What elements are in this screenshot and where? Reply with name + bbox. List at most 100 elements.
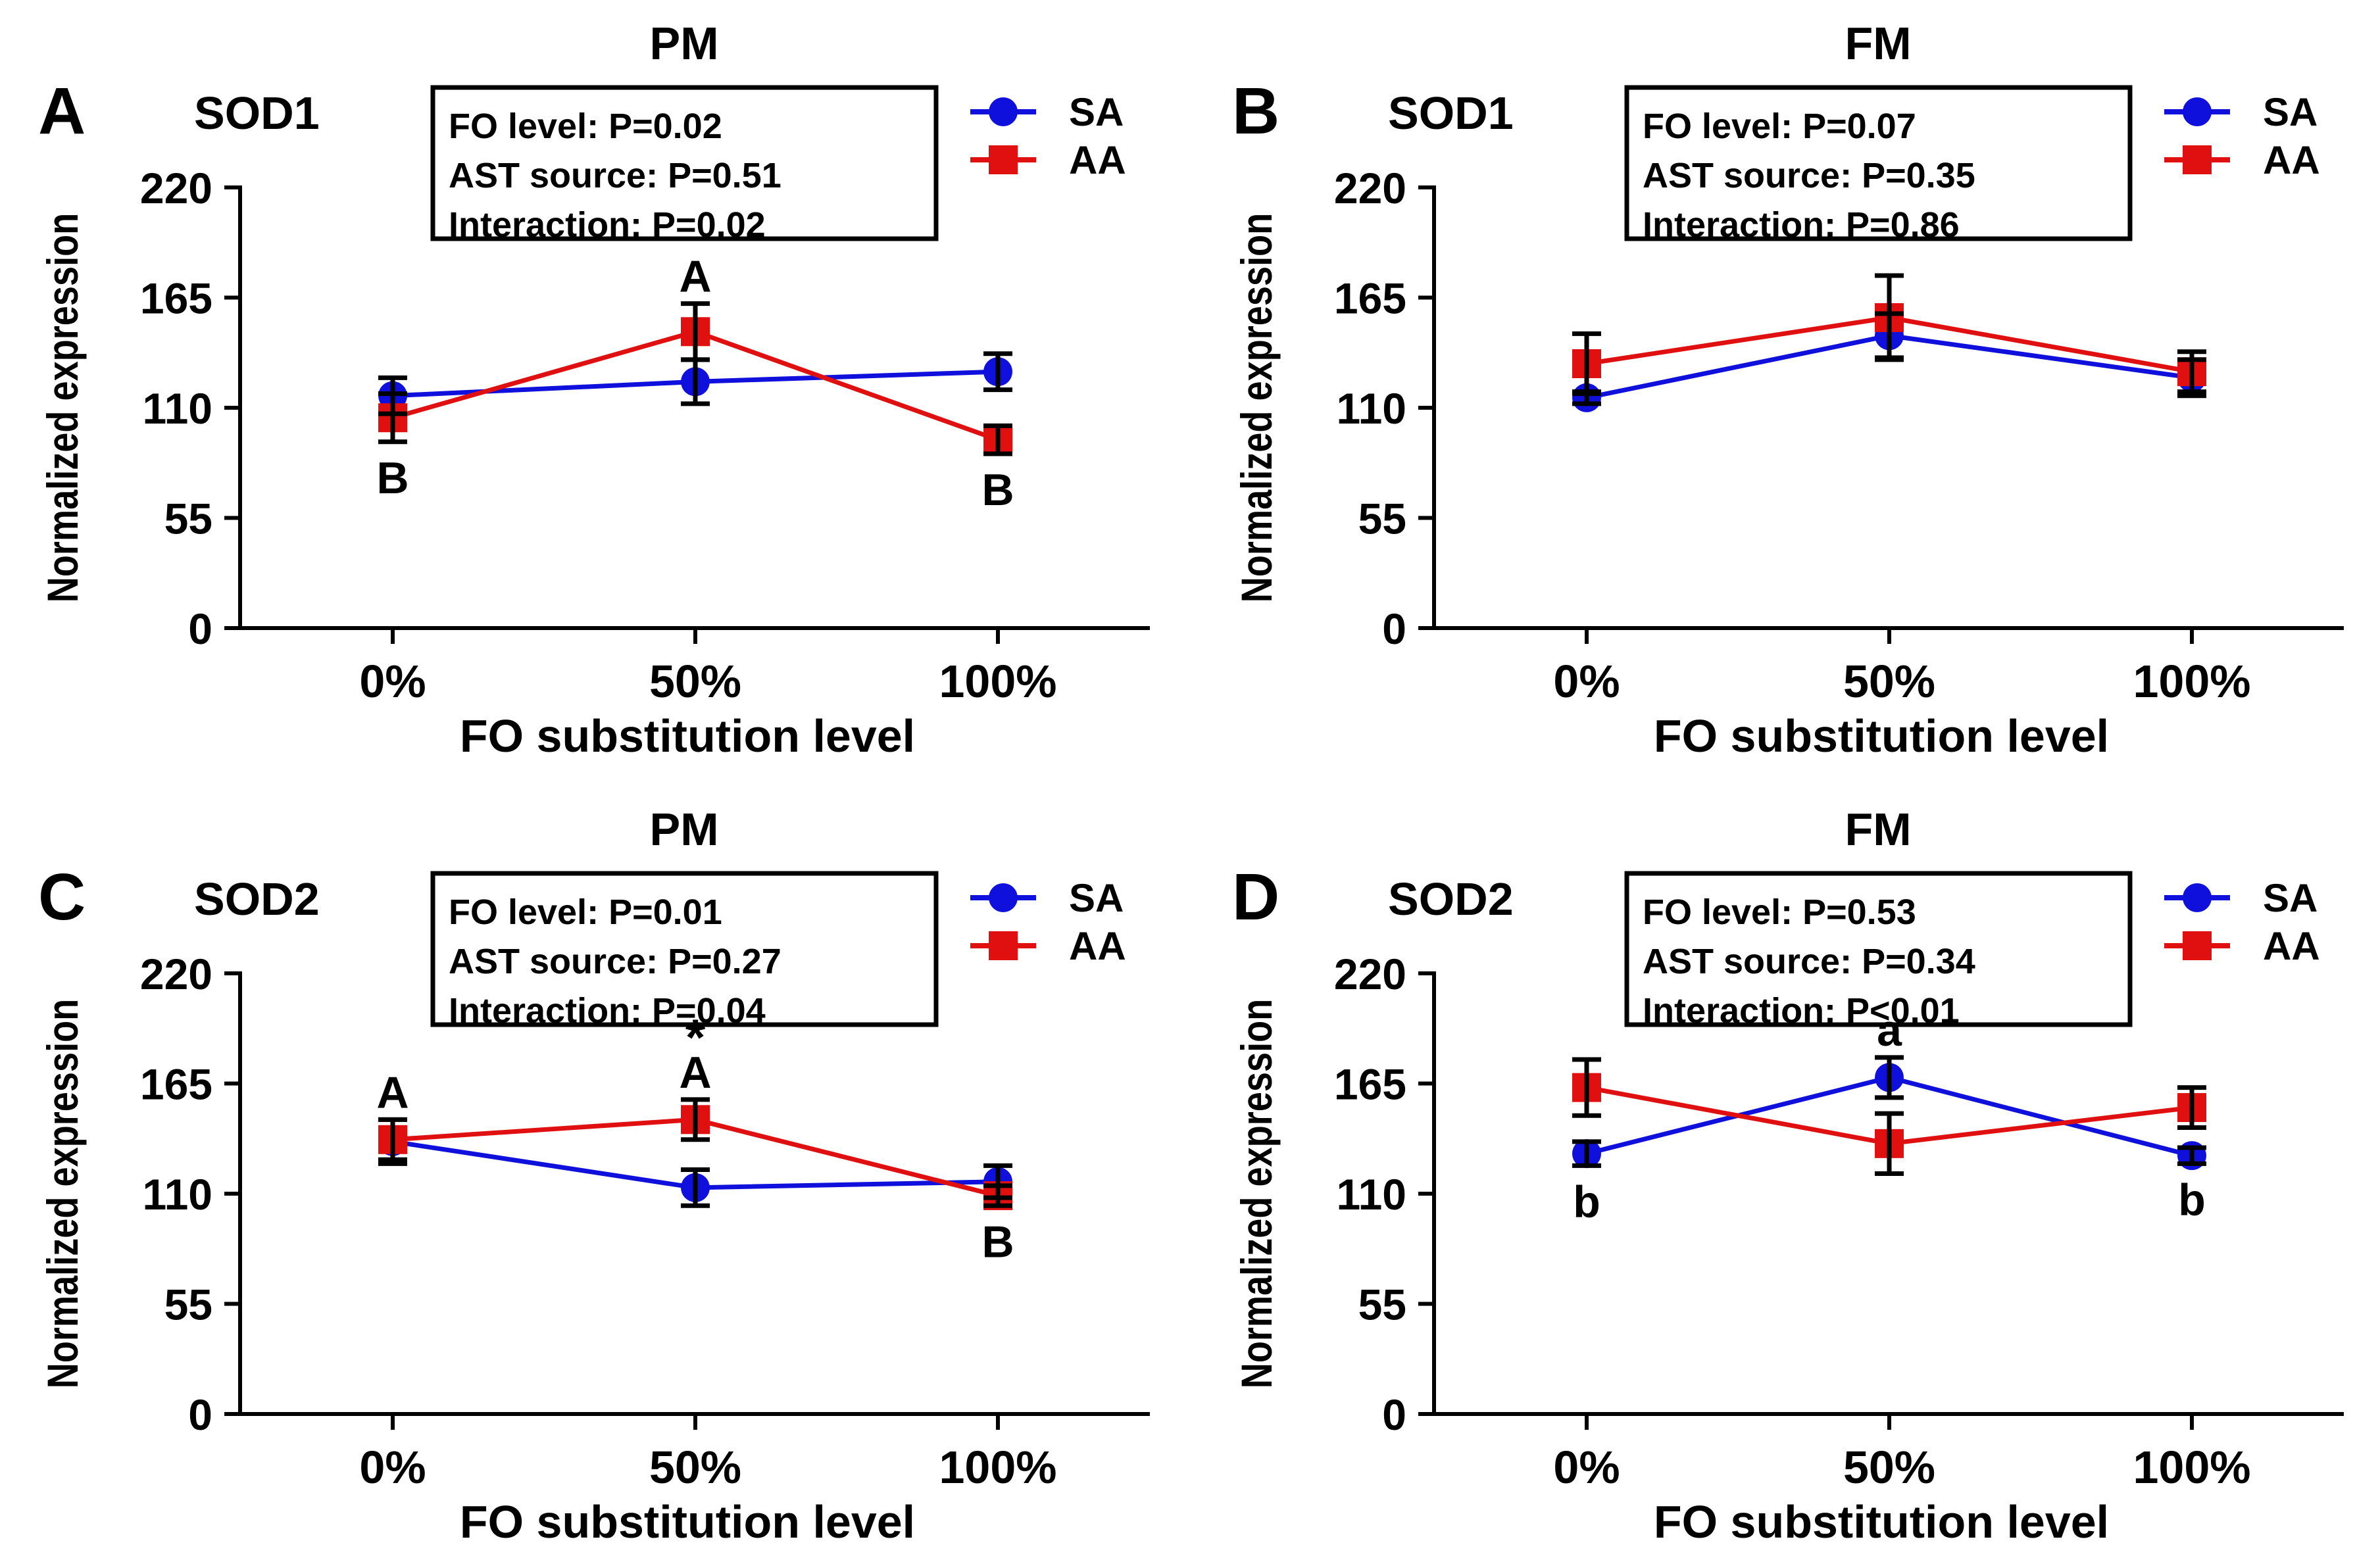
significance-label: B (376, 453, 409, 503)
error-bar-aa (1572, 331, 1601, 397)
legend-label: AA (2263, 924, 2320, 968)
x-tick-label: 0% (359, 656, 426, 707)
stats-line: FO level: P=0.53 (1643, 892, 1916, 932)
panel-letter: B (1232, 74, 1279, 148)
stats-line: AST source: P=0.51 (449, 156, 781, 195)
y-tick-label: 55 (164, 495, 212, 543)
significance-label: B (981, 465, 1014, 515)
error-bar-sa (2177, 1145, 2206, 1166)
x-tick-label: 100% (939, 1442, 1056, 1493)
y-tick-label: 110 (1337, 384, 1406, 433)
stats-box (1624, 85, 2133, 241)
error-bar-aa (378, 391, 407, 445)
legend-marker-sa (989, 97, 1018, 126)
y-tick-label: 0 (1382, 1390, 1406, 1439)
y-axis-label: Normalized expression (38, 999, 87, 1388)
legend-marker-aa (989, 145, 1018, 174)
panel-c: PM C SOD2 Normalized expression 0 55 110 165 220… (38, 804, 1150, 1548)
stats-box (1624, 871, 2133, 1027)
panel-b: FM B SOD1 Normalized expression 0 55 110 165 220… (1232, 18, 2344, 762)
significance-label: b (1573, 1177, 1600, 1227)
x-tick-label: 0% (359, 1442, 426, 1493)
y-tick-label: 110 (143, 384, 212, 433)
y-tick-label: 165 (1334, 274, 1406, 323)
stats-line: FO level: P=0.07 (1643, 107, 1916, 146)
stats-box (430, 85, 939, 241)
y-tick-label: 220 (140, 164, 212, 212)
x-axis-label: FO substitution level (460, 1496, 915, 1548)
y-axis-label: Normalized expression (1232, 999, 1281, 1388)
significance-label: * (685, 1008, 706, 1066)
error-bar-aa (681, 1097, 710, 1142)
panel-letter: A (38, 74, 86, 148)
legend-label: SA (2263, 90, 2318, 134)
legend-label: AA (2263, 138, 2320, 182)
x-tick-label: 50% (649, 656, 741, 707)
gene-label: SOD2 (194, 873, 320, 925)
panel-a: PM A SOD1 Normalized expression 0 55 110 165 220… (38, 18, 1150, 762)
stats-line: Interaction: P=0.04 (449, 991, 766, 1031)
y-tick-label: 0 (1382, 604, 1406, 653)
y-axis-label: Normalized expression (1232, 213, 1281, 602)
legend-marker-sa (2183, 883, 2212, 912)
x-tick-label: 50% (1843, 656, 1935, 707)
legend-label: SA (1069, 876, 1124, 920)
error-bar-sa (1572, 1139, 1601, 1168)
legend-label: AA (1069, 924, 1126, 968)
y-tick-label: 165 (1334, 1060, 1406, 1109)
gene-label: SOD1 (1388, 87, 1514, 139)
stats-line: Interaction: P=0.02 (449, 205, 766, 245)
y-tick-label: 55 (1358, 495, 1406, 543)
error-bar-sa (983, 351, 1012, 393)
x-tick-label: 100% (939, 656, 1056, 707)
error-bar-aa (1875, 273, 1904, 362)
panel-title: PM (650, 804, 719, 855)
error-bar-aa (2177, 349, 2206, 395)
legend-marker-sa (989, 883, 1018, 912)
x-axis-label: FO substitution level (1654, 710, 2109, 762)
panel-d: FM D SOD2 Normalized expression 0 55 110 165 220… (1232, 804, 2344, 1548)
x-tick-label: 100% (2133, 656, 2250, 707)
legend-label: SA (1069, 90, 1124, 134)
error-bar-sa (1875, 1055, 1904, 1100)
y-tick-label: 110 (143, 1170, 212, 1219)
error-bar-aa (1572, 1057, 1601, 1118)
y-tick-label: 220 (1334, 950, 1406, 998)
stats-line: Interaction: P<0.01 (1643, 991, 1960, 1031)
significance-label: A (679, 1048, 711, 1098)
error-bar-aa (1875, 1111, 1904, 1177)
stats-box (430, 871, 939, 1027)
y-axis-label: Normalized expression (38, 213, 87, 602)
significance-label: A (679, 252, 711, 302)
panel-title: PM (650, 18, 719, 69)
error-bar-aa (681, 301, 710, 362)
error-bar-aa (983, 423, 1012, 456)
error-bar-aa (378, 1117, 407, 1162)
panel-letter: D (1232, 860, 1279, 934)
x-axis-label: FO substitution level (1654, 1496, 2109, 1548)
stats-line: FO level: P=0.02 (449, 107, 722, 146)
panel-title: FM (1845, 18, 1911, 69)
legend-label: SA (2263, 876, 2318, 920)
x-axis-label: FO substitution level (460, 710, 915, 762)
y-tick-label: 110 (1337, 1170, 1406, 1219)
significance-label: B (981, 1217, 1014, 1267)
stats-line: Interaction: P=0.86 (1643, 205, 1960, 245)
x-tick-label: 0% (1553, 656, 1620, 707)
y-tick-label: 55 (1358, 1280, 1406, 1329)
x-tick-label: 50% (1843, 1442, 1935, 1493)
stats-line: FO level: P=0.01 (449, 892, 722, 932)
legend-marker-aa (2183, 931, 2212, 960)
significance-label: A (376, 1067, 409, 1117)
significance-label: a (1877, 1006, 1902, 1056)
stats-line: AST source: P=0.35 (1643, 156, 1975, 195)
x-tick-label: 100% (2133, 1442, 2250, 1493)
significance-label: b (2178, 1175, 2206, 1225)
y-tick-label: 220 (140, 950, 212, 998)
y-tick-label: 220 (1334, 164, 1406, 212)
gene-label: SOD1 (194, 87, 320, 139)
legend-marker-aa (2183, 145, 2212, 174)
y-tick-label: 55 (164, 1280, 212, 1329)
x-tick-label: 0% (1553, 1442, 1620, 1493)
